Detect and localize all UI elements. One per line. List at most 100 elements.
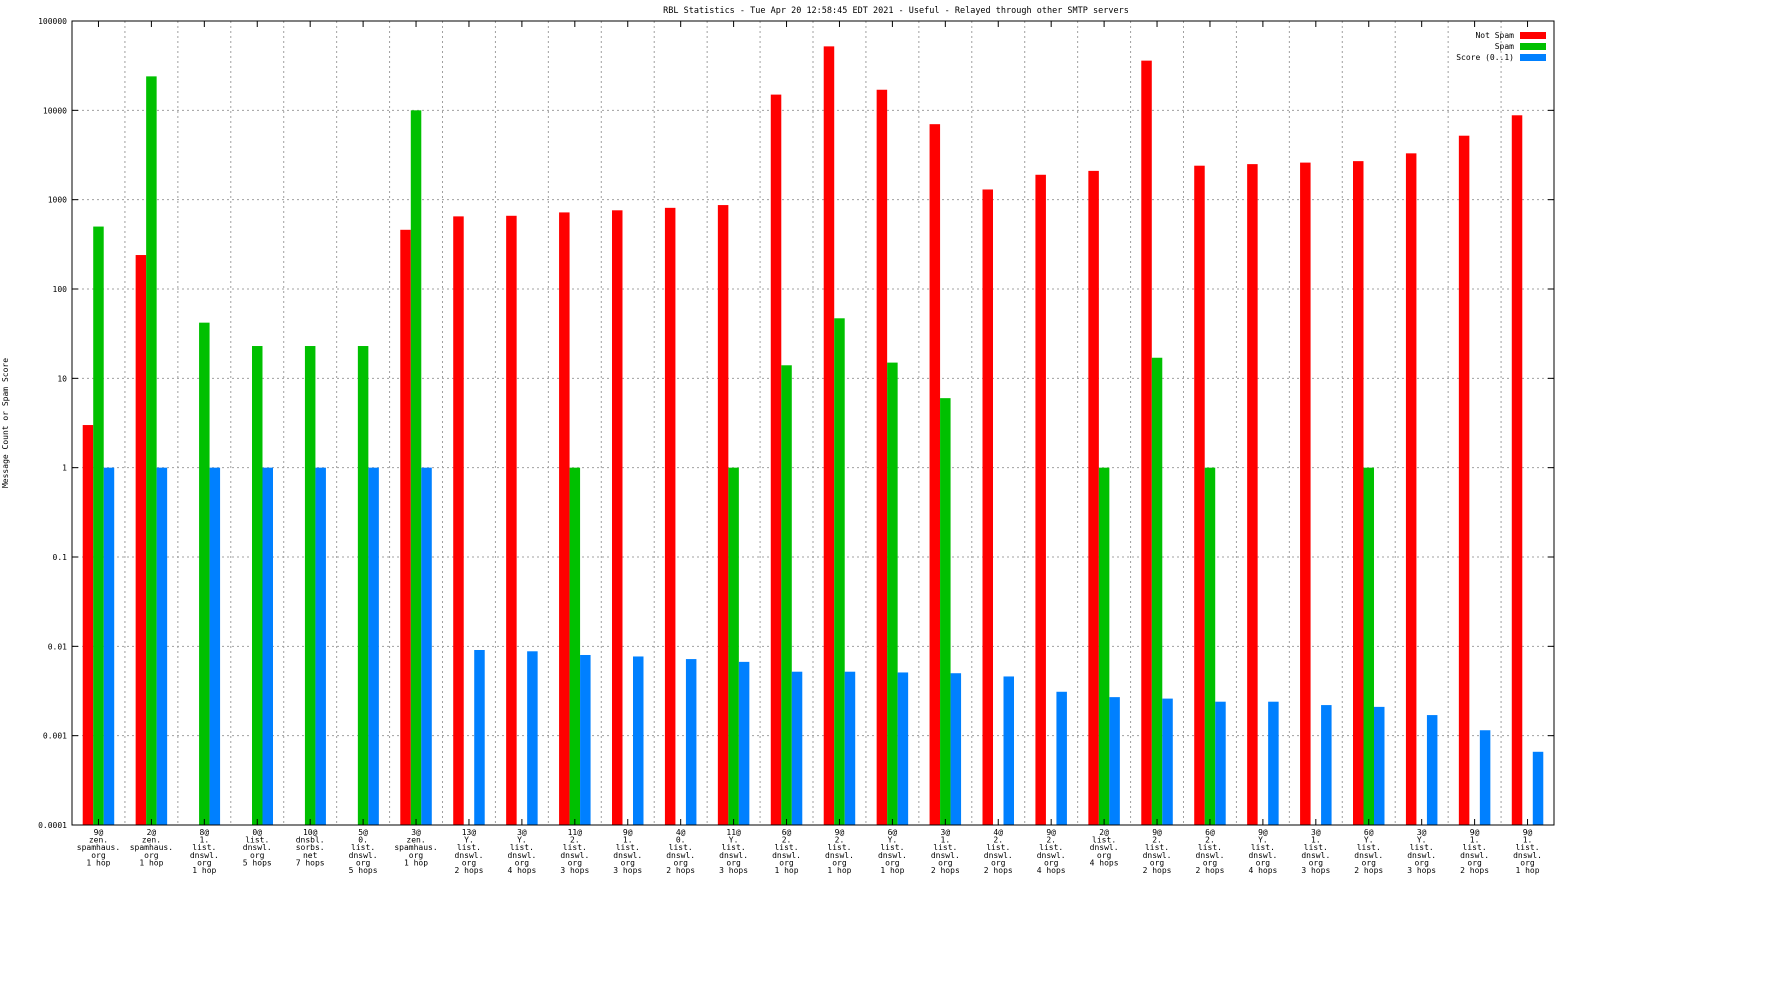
bar-spam	[357, 346, 369, 825]
y-axis-label: Message Count or Spam Score	[1, 358, 10, 488]
x-tick-label: 3@ 1. list. dnswl. org 3 hops	[1301, 828, 1330, 875]
bar-not-spam	[823, 46, 835, 826]
legend-label: Not Spam	[1475, 31, 1514, 40]
x-tick-label: 6@ 2. list. dnswl. org 1 hop	[772, 828, 801, 875]
x-tick-label: 3@ 1. list. dnswl. org 2 hops	[931, 828, 960, 875]
y-tick-label: 10	[57, 374, 67, 383]
x-tick-label: 4@ 0. list. dnswl. org 2 hops	[666, 828, 695, 875]
bar-not-spam	[1511, 115, 1523, 825]
bar-not-spam	[876, 89, 888, 825]
bar-score-0-1	[315, 467, 326, 825]
bar-spam	[940, 398, 951, 825]
bar-spam	[252, 346, 263, 825]
bar-not-spam	[559, 212, 570, 826]
bar-not-spam	[506, 215, 517, 825]
bar-score-0-1	[1374, 706, 1385, 825]
bar-score-0-1	[897, 672, 909, 825]
bar-spam	[410, 110, 422, 826]
bar-score-0-1	[1056, 691, 1067, 825]
bar-spam	[199, 322, 210, 825]
y-tick-label: 100000	[38, 17, 67, 26]
bar-not-spam	[453, 216, 464, 825]
bar-score-0-1	[950, 673, 962, 825]
bar-spam	[93, 226, 104, 825]
bar-not-spam	[612, 210, 623, 826]
bar-spam	[1204, 467, 1216, 825]
x-tick-label: 9@ Y. list. dnswl. org 4 hops	[1248, 828, 1277, 875]
bar-score-0-1	[1003, 676, 1014, 825]
bar-not-spam	[400, 229, 411, 825]
x-tick-label: 9@ 1. list. dnswl. org 1 hop	[1513, 828, 1542, 875]
bar-spam	[834, 318, 845, 825]
x-tick-label: 0@ list. dnswl. org 5 hops	[243, 828, 272, 867]
bar-score-0-1	[103, 467, 115, 825]
chart-title: RBL Statistics - Tue Apr 20 12:58:45 EDT…	[663, 6, 1129, 16]
bar-not-spam	[770, 94, 782, 825]
bar-marks	[82, 46, 1544, 826]
y-tick-label: 0.0001	[38, 821, 67, 830]
bar-score-0-1	[474, 649, 485, 825]
bar-not-spam	[1247, 164, 1258, 825]
bar-score-0-1	[844, 671, 856, 825]
plot-frame	[71, 20, 1555, 826]
bar-not-spam	[1458, 135, 1470, 825]
legend: Not Spam Spam Score (0..1)	[1456, 31, 1546, 62]
bar-not-spam	[1141, 60, 1152, 826]
bar-not-spam	[1353, 161, 1364, 826]
x-axis-ticks: 9@ zen. spamhaus. org 1 hop 2@ zen. spamhaus. or…	[77, 21, 1542, 875]
x-tick-label: 6@ Y. list. dnswl. org 2 hops	[1354, 828, 1383, 875]
bar-score-0-1	[580, 654, 591, 825]
y-tick-label: 1	[62, 464, 67, 473]
bar-score-0-1	[262, 467, 273, 825]
bar-not-spam	[1088, 170, 1099, 826]
bar-not-spam	[82, 425, 94, 825]
legend-label: Spam	[1495, 42, 1514, 51]
bar-not-spam	[929, 124, 941, 825]
bar-score-0-1	[209, 467, 221, 825]
bar-spam	[887, 362, 898, 825]
bar-not-spam	[1300, 162, 1311, 826]
bar-spam	[781, 365, 792, 825]
bar-not-spam	[982, 189, 993, 825]
x-tick-label: 2@ list. dnswl. org 4 hops	[1090, 828, 1119, 867]
bar-score-0-1	[791, 671, 803, 825]
x-tick-label: 2@ zen. spamhaus. org 1 hop	[130, 828, 173, 867]
x-tick-label: 3@ zen. spamhaus. org 1 hop	[394, 828, 437, 867]
x-tick-label: 9@ 2. list. dnswl. org 4 hops	[1037, 828, 1066, 875]
bar-spam	[146, 76, 157, 825]
bar-spam	[1151, 357, 1163, 825]
y-tick-label: 0.1	[53, 553, 68, 562]
x-tick-label: 3@ Y. list. dnswl. org 3 hops	[1407, 828, 1436, 875]
x-tick-label: 13@ Y. list. dnswl. org 2 hops	[455, 828, 484, 875]
y-tick-label: 0.001	[43, 732, 67, 741]
x-tick-label: 10@ dnsbl. sorbs. net 7 hops	[296, 828, 325, 867]
x-tick-label: 4@ 2. list. dnswl. org 2 hops	[984, 828, 1013, 875]
bar-score-0-1	[368, 467, 379, 825]
bar-score-0-1	[738, 661, 750, 825]
y-tick-label: 0.01	[48, 642, 67, 651]
x-tick-label: 9@ 1. list. dnswl. org 2 hops	[1460, 828, 1489, 875]
bar-not-spam	[1035, 174, 1046, 826]
bar-spam	[728, 467, 739, 825]
legend-swatch	[1520, 54, 1546, 61]
bar-score-0-1	[1532, 751, 1544, 825]
bar-score-0-1	[685, 659, 697, 825]
legend-swatch	[1520, 43, 1546, 50]
y-tick-label: 100	[53, 285, 68, 294]
bar-score-0-1	[1268, 701, 1279, 825]
y-tick-label: 10000	[43, 106, 67, 115]
x-tick-label: 6@ Y. list. dnswl. org 1 hop	[878, 828, 907, 875]
grid-lines	[72, 21, 1554, 825]
x-tick-label: 11@ 2. list. dnswl. org 3 hops	[560, 828, 589, 875]
bar-score-0-1	[1109, 697, 1120, 825]
legend-label: Score (0..1)	[1456, 53, 1514, 62]
bar-score-0-1	[527, 651, 538, 825]
bar-not-spam	[664, 207, 676, 825]
bar-spam	[304, 346, 316, 825]
bar-score-0-1	[633, 656, 644, 825]
bar-spam	[569, 467, 581, 825]
bar-not-spam	[717, 205, 729, 826]
x-tick-label: 9@ 2. list. dnswl. org 1 hop	[825, 828, 854, 875]
x-tick-label: 9@ zen. spamhaus. org 1 hop	[77, 828, 120, 867]
